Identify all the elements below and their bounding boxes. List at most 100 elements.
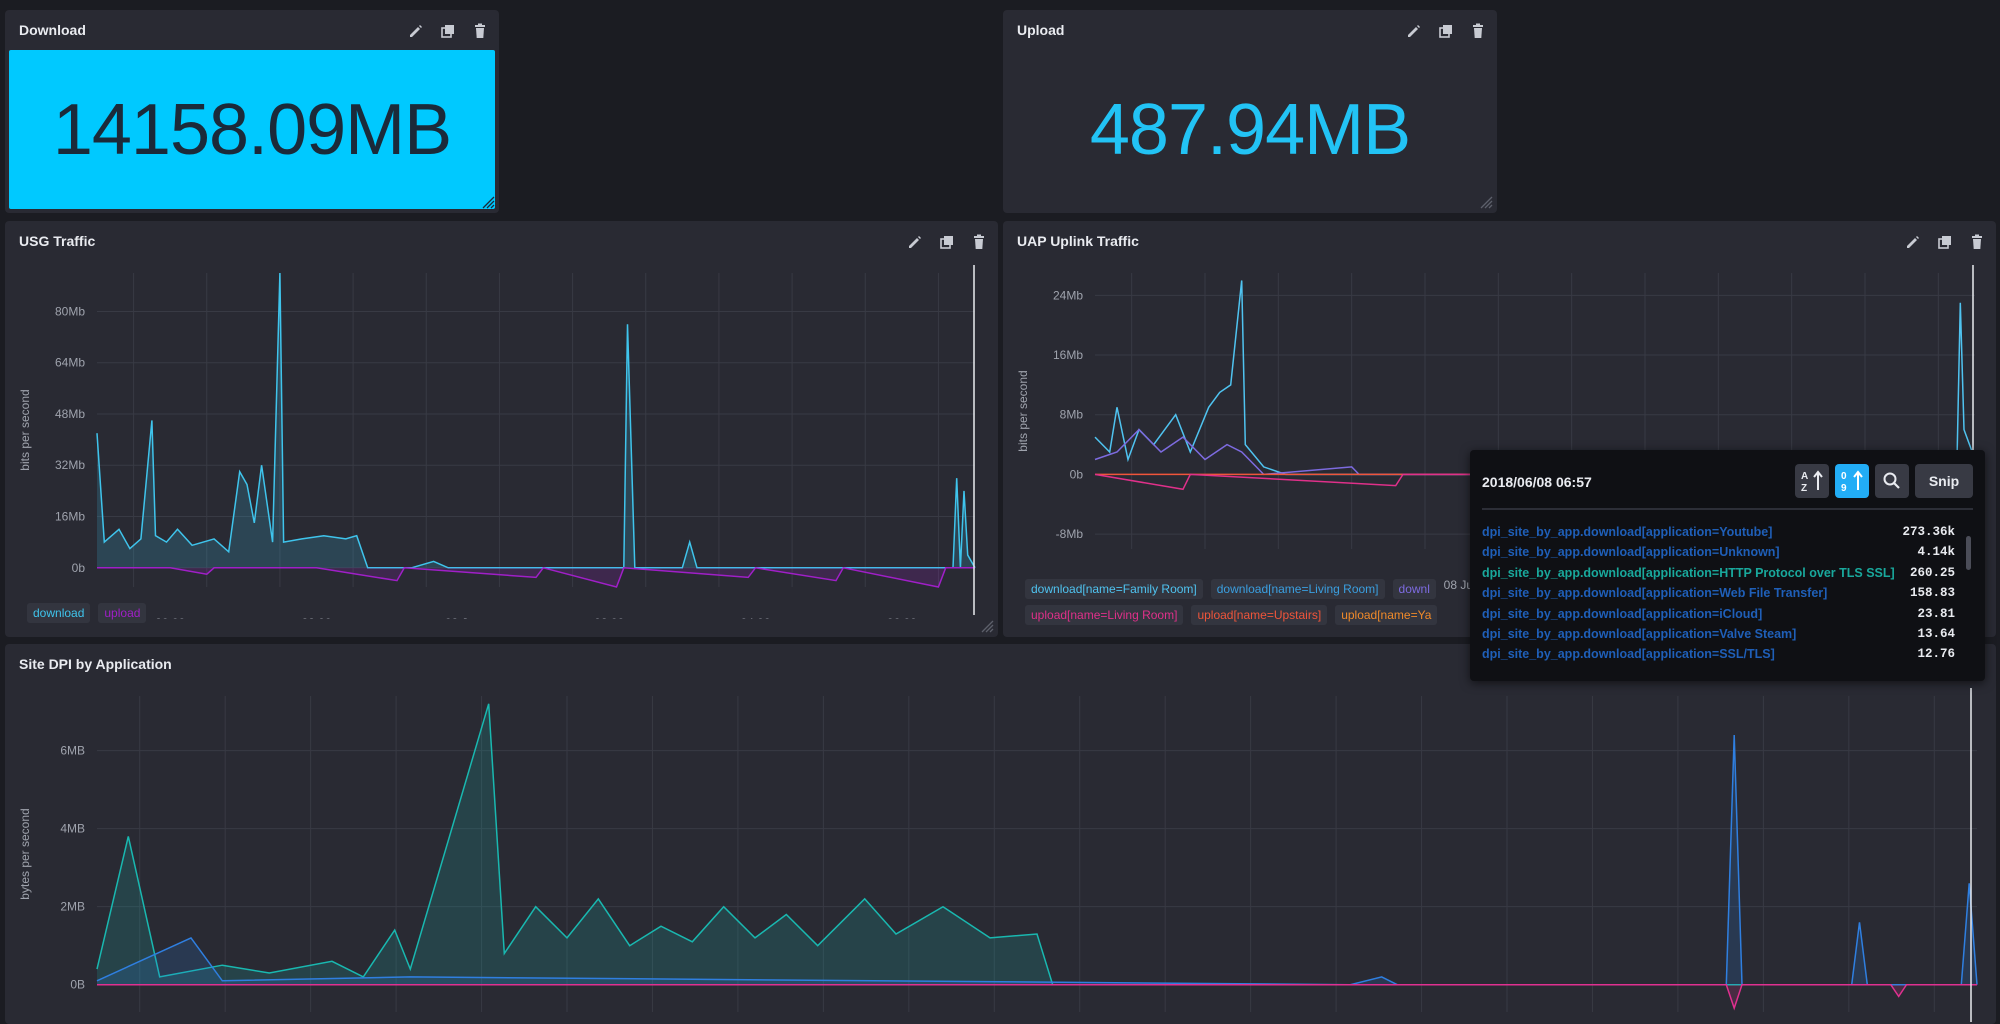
pencil-icon[interactable] [906,233,924,251]
y-tick-label: 16Mb [55,510,85,524]
tooltip-row: dpi_site_by_app.download[application=iCl… [1482,604,1955,624]
legend-item[interactable]: download[name=Family Room] [1025,579,1203,599]
tooltip-row-value: 23.81 [1917,606,1955,621]
sort-alpha-button[interactable]: A Z [1795,464,1829,498]
pencil-icon[interactable] [1904,233,1922,251]
y-tick-label: 64Mb [55,356,85,370]
tooltip-row-label: dpi_site_by_app.download[application=Unk… [1482,545,1780,560]
legend-item[interactable]: downl [1392,579,1436,599]
usg-legend: download upload [27,603,147,623]
series-line [96,272,976,569]
y-tick-label: 48Mb [55,407,85,421]
resize-handle-icon[interactable] [1479,195,1493,209]
download-panel: Download 14158.09MB [5,10,499,213]
resize-handle-icon[interactable] [481,195,495,209]
site-dpi-panel: Site DPI by Application 6MB 4MB 2MB 0B bytes… [5,644,1996,1024]
tooltip-row-label: dpi_site_by_app.download[application=Web… [1482,586,1828,601]
y-tick-label: 0b [1070,467,1084,481]
resize-handle-icon[interactable] [980,619,994,633]
y-tick-label: 16Mb [1053,348,1083,362]
legend-item[interactable]: upload[name=Ya [1335,605,1438,625]
usg-traffic-chart[interactable]: 80Mb 64Mb 48Mb 32Mb 16Mb 0b 20:00 22:00 08 Jun 02… [5,259,998,619]
legend-item[interactable]: upload[name=Living Room] [1025,605,1184,625]
trash-icon[interactable] [1968,233,1986,251]
tooltip-row: dpi_site_by_app.download[application=HTT… [1482,563,1955,583]
svg-text:0: 0 [1841,471,1847,482]
clone-icon[interactable] [1936,233,1954,251]
x-tick-label: 22:00 [301,616,331,619]
tooltip-row: dpi_site_by_app.download[application=Val… [1482,624,1955,644]
y-tick-label: 0b [72,561,86,575]
tooltip-row-value: 260.25 [1909,565,1955,580]
site-dpi-chart[interactable]: 6MB 4MB 2MB 0B bytes per second [5,682,1996,1022]
svg-text:Z: Z [1801,483,1807,494]
trash-icon[interactable] [970,233,988,251]
uap-title: UAP Uplink Traffic [1017,233,1139,249]
sort-numeric-button[interactable]: 0 9 [1835,464,1869,498]
uap-legend-row-2: upload[name=Living Room] upload[name=Ups… [1025,605,1438,625]
tooltip-row-value: 12.76 [1917,647,1955,662]
panel-actions [1904,233,1986,251]
series-area [97,273,975,568]
trash-icon[interactable] [1469,22,1487,40]
tooltip-row-label: dpi_site_by_app.download[application=Val… [1482,626,1797,641]
sort-numeric-icon: 0 9 [1841,470,1863,494]
y-axis-label: bits per second [1016,370,1030,451]
y-tick-label: 8Mb [1060,408,1084,422]
panel-actions [906,233,988,251]
series-area [97,703,1977,985]
pencil-icon[interactable] [407,22,425,40]
tooltip-rows: dpi_site_by_app.download[application=You… [1482,522,1955,665]
tooltip-row-value: 158.83 [1909,586,1955,601]
clone-icon[interactable] [439,22,457,40]
legend-item-download[interactable]: download [27,603,91,623]
clone-icon[interactable] [938,233,956,251]
trash-icon[interactable] [471,22,489,40]
hover-tooltip: 2018/06/08 06:57 A Z 0 9 Snip dpi_site_b [1470,450,1985,681]
upload-panel: Upload 487.94MB [1003,10,1497,213]
y-tick-label: 6MB [60,744,85,758]
tooltip-toolbar: A Z 0 9 Snip [1795,464,1973,498]
upload-title: Upload [1017,22,1065,38]
tooltip-row: dpi_site_by_app.download[application=Web… [1482,583,1955,603]
clone-icon[interactable] [1437,22,1455,40]
sort-alpha-icon: A Z [1801,470,1823,494]
panel-actions [407,22,489,40]
download-value: 14158.09MB [52,89,452,170]
legend-item-upload[interactable]: upload [98,603,147,623]
series-line [97,983,1977,1011]
search-icon [1883,472,1900,489]
y-tick-label: 4MB [60,822,85,836]
tooltip-row-label: dpi_site_by_app.download[application=You… [1482,525,1773,539]
tooltip-row-label: dpi_site_by_app.download[application=SSL… [1482,647,1775,662]
tooltip-timestamp: 2018/06/08 06:57 [1482,474,1592,490]
x-tick-label: 08 Jun [445,616,481,619]
x-tick-label: 06:00 [887,616,917,619]
y-axis-label: bytes per second [18,808,32,899]
y-tick-label: 32Mb [55,458,85,472]
download-stat: 14158.09MB [9,50,495,209]
dpi-title: Site DPI by Application [19,656,172,672]
series-line [96,703,1977,986]
snip-button[interactable]: Snip [1915,464,1973,498]
tooltip-row: dpi_site_by_app.download[application=SSL… [1482,644,1955,664]
download-title: Download [19,22,86,38]
usg-traffic-panel: USG Traffic 80Mb 64Mb 48Mb 32Mb 16Mb 0b 20:00 2… [5,221,998,637]
tooltip-row-value: 13.64 [1917,626,1955,641]
pencil-icon[interactable] [1405,22,1423,40]
y-axis-label: bits per second [18,389,32,470]
y-tick-label: -8Mb [1056,527,1084,541]
svg-text:9: 9 [1841,483,1847,494]
y-tick-label: 80Mb [55,304,85,318]
tooltip-row: dpi_site_by_app.download[application=Unk… [1482,542,1955,562]
series-line [97,566,975,588]
upload-stat: 487.94MB [1007,50,1493,209]
legend-item[interactable]: download[name=Living Room] [1210,579,1385,599]
legend-item[interactable]: upload[name=Upstairs] [1191,605,1328,625]
tooltip-row-value: 4.14k [1917,545,1955,560]
tooltip-row-label: dpi_site_by_app.download[application=iCl… [1482,606,1763,621]
x-tick-label: 02:00 [594,616,624,619]
tooltip-scrollbar[interactable] [1966,536,1971,570]
search-button[interactable] [1875,464,1909,498]
tooltip-row-value: 273.36k [1902,525,1955,539]
